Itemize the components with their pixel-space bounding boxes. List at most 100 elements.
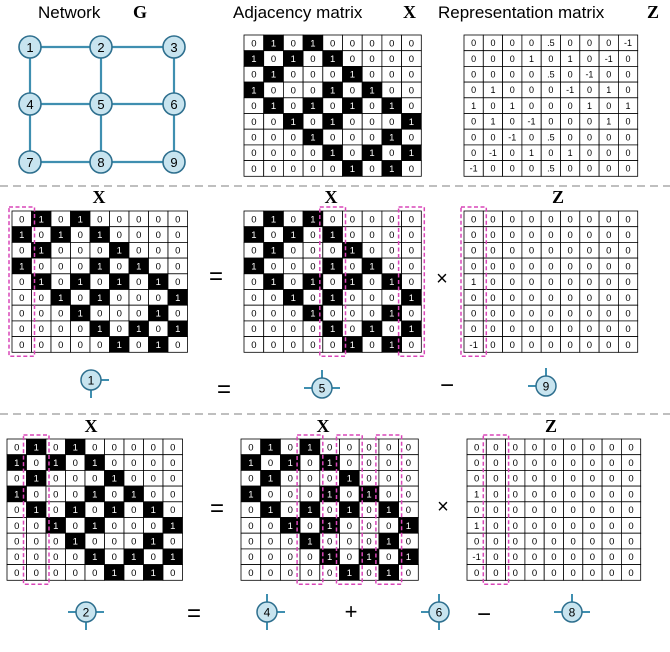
matrix-cell-value: 0 (406, 536, 411, 547)
matrix-cell-value: 0 (490, 214, 495, 225)
matrix-cell-value: 0 (330, 70, 335, 81)
matrix-cell-value: 0 (307, 552, 312, 563)
matrix-cell-value: 0 (409, 261, 414, 272)
matrix-cell-value: 0 (330, 164, 335, 175)
graph-node-label: 8 (97, 155, 104, 170)
matrix-cell-value: 1 (170, 521, 175, 532)
row1-right-matrix: 0 0 0 0 0 0 0 0 0 0 0 0 0 0 0 0 0 0 0 0 0 0 0 0 0 0 0 0 0 0 0 0 0 0 0 0 1 0 0 0… (460, 206, 639, 358)
matrix-cell (162, 564, 183, 581)
matrix-cell-value: 0 (248, 474, 253, 485)
matrix-cell-value: 0 (548, 246, 553, 257)
matrix-cell-value: 0 (136, 230, 141, 241)
matrix-cell-value: 0 (490, 261, 495, 272)
matrix-cell-value: 0 (369, 101, 374, 112)
matrix-cell-value: 0 (291, 70, 296, 81)
matrix-cell-value: 0 (170, 489, 175, 500)
matrix-cell-value: 1 (369, 324, 374, 335)
matrix-cell-value: 0 (513, 458, 518, 469)
matrix-cell-value: 0 (626, 69, 631, 79)
matrix-cell-value: 0 (513, 536, 518, 547)
matrix-cell-value: 0 (327, 536, 332, 547)
matrix-cell-value: 0 (271, 132, 276, 143)
matrix-cell-value: 0 (587, 293, 592, 304)
matrix-cell-value: 0 (271, 324, 276, 335)
matrix-cell-value: 0 (251, 340, 256, 351)
matrix-cell-value: 0 (310, 148, 315, 159)
matrix-cell-value: 0 (587, 54, 592, 64)
matrix-cell-value: 0 (330, 340, 335, 351)
matrix-cell-value: 0 (386, 442, 391, 453)
matrix-cell-value: 0 (532, 568, 537, 579)
graph-node (162, 35, 186, 59)
matrix-cell-value: 0 (248, 568, 253, 579)
matrix-cell-value: 0 (34, 552, 39, 563)
matrix-cell-value: 0 (493, 536, 498, 547)
matrix-cell-value: 0 (389, 85, 394, 96)
matrix-cell-value: 0 (288, 552, 293, 563)
star-node-label: 4 (264, 606, 271, 620)
matrix-cell-value: 0 (626, 132, 631, 142)
matrix-cell-value: 0 (156, 324, 161, 335)
star-node (561, 601, 583, 623)
matrix-cell-value: 1 (347, 474, 352, 485)
matrix-cell-value: 0 (548, 214, 553, 225)
matrix-cell-value: 0 (606, 308, 611, 319)
matrix-cell-value: 0 (628, 568, 633, 579)
matrix-cell-value: 0 (490, 277, 495, 288)
matrix-cell-value: 0 (112, 489, 117, 500)
matrix-cell-value: 0 (366, 474, 371, 485)
matrix-cell-value: 0 (73, 568, 78, 579)
matrix-cell-value: 1 (73, 536, 78, 547)
matrix-cell-value: 0 (369, 293, 374, 304)
matrix-cell-value: 0 (97, 277, 102, 288)
matrix-cell-value: 0 (513, 442, 518, 453)
matrix-cell-value: 0 (350, 148, 355, 159)
matrix-cell-value: 0 (529, 38, 534, 48)
matrix-cell-value: 1 (92, 521, 97, 532)
matrix-cell-value: 0 (628, 521, 633, 532)
star-node-label: 2 (83, 606, 90, 620)
graph-node (18, 150, 42, 174)
matrix-cell-value: 0 (156, 214, 161, 225)
matrix-cell-value: 1 (350, 340, 355, 351)
matrix-cell-value: 0 (587, 85, 592, 95)
matrix-cell-value: 1 (97, 293, 102, 304)
matrix-cell-value: 1 (330, 54, 335, 65)
matrix-cell-value: 0 (626, 54, 631, 64)
matrix-cell-value: 1 (151, 568, 156, 579)
matrix-cell-value: 0 (606, 214, 611, 225)
matrix-cell-value: 0 (606, 246, 611, 257)
matrix-cell-value: 0 (471, 293, 476, 304)
matrix-cell-value: 0 (510, 324, 515, 335)
matrix-cell-value: 0 (606, 38, 611, 48)
operator: = (217, 376, 231, 403)
matrix-cell-value: 0 (170, 505, 175, 516)
graph-node-label: 9 (170, 155, 177, 170)
matrix-cell-value: 0 (532, 442, 537, 453)
row2-mid-matrix: 0 1 0 1 0 0 0 0 0 1 0 1 0 1 0 0 0 0 0 1 0 0 0 1 0 0 0 1 0 0 0 1 0 1 0 0 0 1 0 1… (240, 434, 419, 586)
star-node-label: 6 (436, 606, 443, 620)
matrix-cell-value: 0 (288, 442, 293, 453)
matrix-cell-value: 0 (409, 101, 414, 112)
matrix-cell-value: 0 (78, 324, 83, 335)
matrix-cell-value: 0 (551, 505, 556, 516)
matrix-cell-value: 1 (347, 568, 352, 579)
matrix-cell-value: 0 (19, 324, 24, 335)
matrix-cell-value: 0 (19, 214, 24, 225)
matrix-cell-value: 1 (409, 148, 414, 159)
matrix-cell-value: 0 (268, 521, 273, 532)
matrix-cell-value: 0 (490, 246, 495, 257)
matrix-cell-value: 0 (53, 536, 58, 547)
matrix-cell-value: 1 (288, 521, 293, 532)
matrix-cell-value: 1 (271, 246, 276, 257)
matrix-cell-value: 0 (34, 489, 39, 500)
matrix-cell-value: 1 (151, 505, 156, 516)
matrix-cell-value: 1 (327, 489, 332, 500)
matrix-cell-value: 0 (389, 261, 394, 272)
matrix-cell-value: 0 (474, 442, 479, 453)
matrix-cell-value: -1 (470, 164, 478, 174)
matrix-cell-value: 1 (73, 442, 78, 453)
matrix-cell-value: 0 (350, 38, 355, 49)
matrix-cell-value: 1 (409, 117, 414, 128)
matrix-cell-value: 0 (251, 70, 256, 81)
